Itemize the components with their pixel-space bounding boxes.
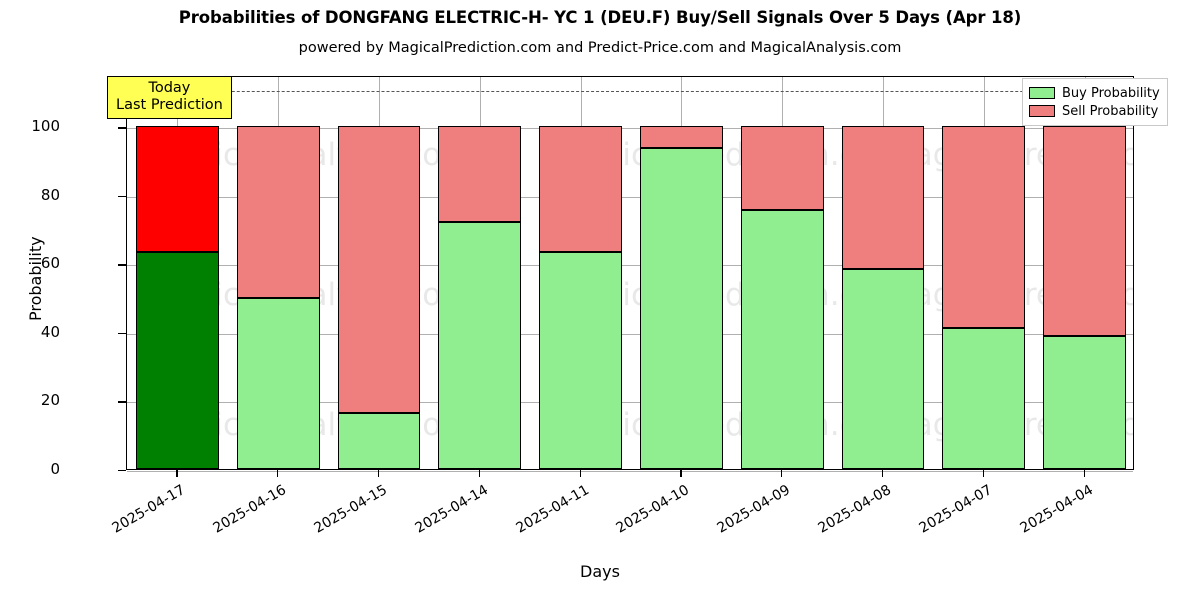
x-tick-label: 2025-04-17 xyxy=(109,482,189,537)
today-annotation-line2: Last Prediction xyxy=(116,97,223,113)
bar-group[interactable] xyxy=(438,75,522,469)
y-tick-mark xyxy=(118,332,126,335)
bar-segment-buy[interactable] xyxy=(438,221,522,469)
gridline-horizontal xyxy=(127,402,1133,404)
bar-segment-buy[interactable] xyxy=(1043,336,1126,469)
bar-segment-sell[interactable] xyxy=(942,126,1026,328)
gridline-horizontal xyxy=(127,128,1133,130)
bar-segment-buy[interactable] xyxy=(942,327,1026,469)
x-tick-mark xyxy=(1083,470,1085,477)
bar-group[interactable] xyxy=(841,75,925,469)
y-tick-mark xyxy=(118,470,126,472)
y-tick-label: 80 xyxy=(40,185,60,204)
bar-segment-buy[interactable] xyxy=(539,252,622,469)
x-tick-label: 2025-04-04 xyxy=(1017,482,1096,537)
chart-legend: Buy Probability Sell Probability xyxy=(1022,78,1168,126)
bar-segment-sell[interactable] xyxy=(438,126,522,222)
x-tick-mark xyxy=(579,470,581,477)
bar-series-container xyxy=(127,77,1133,469)
x-tick-label: 2025-04-07 xyxy=(916,482,995,537)
y-tick-label: 100 xyxy=(31,117,60,136)
x-tick-mark xyxy=(478,470,481,477)
y-tick-mark xyxy=(118,264,126,266)
bar-group[interactable] xyxy=(942,75,1026,469)
bar-segment-sell[interactable] xyxy=(740,126,824,211)
bar-group[interactable] xyxy=(640,75,723,469)
bar-segment-sell[interactable] xyxy=(539,126,622,253)
x-tick-label: 2025-04-14 xyxy=(412,482,491,537)
gridline-horizontal xyxy=(127,471,1133,472)
gridline-horizontal xyxy=(127,333,1133,335)
bar-segment-sell[interactable] xyxy=(236,126,320,298)
x-tick-label: 2025-04-10 xyxy=(613,482,693,537)
x-tick-mark xyxy=(378,470,380,477)
bar-segment-sell[interactable] xyxy=(1043,126,1126,337)
bar-segment-sell[interactable] xyxy=(841,126,925,269)
legend-label-buy: Buy Probability xyxy=(1062,85,1160,101)
bar-group[interactable] xyxy=(740,75,824,469)
gridline-horizontal xyxy=(127,196,1133,198)
bar-segment-buy[interactable] xyxy=(740,210,824,469)
legend-swatch-buy xyxy=(1029,87,1055,99)
today-annotation-line1: Today xyxy=(148,80,191,96)
x-tick-mark xyxy=(882,470,884,477)
legend-label-sell: Sell Probability xyxy=(1062,103,1159,119)
bar-group[interactable] xyxy=(539,75,622,469)
plot-area: MagicalAnalysis.comMagicalPrediction.com… xyxy=(126,76,1134,472)
x-tick-label: 2025-04-15 xyxy=(311,482,390,537)
y-tick-label: 40 xyxy=(40,322,60,341)
bar-segment-buy[interactable] xyxy=(136,252,219,469)
bar-segment-sell[interactable] xyxy=(136,126,219,253)
x-tick-mark xyxy=(680,470,682,477)
x-tick-mark xyxy=(277,470,279,477)
y-tick-mark xyxy=(118,195,126,198)
today-annotation: Today Last Prediction xyxy=(107,76,232,119)
legend-swatch-sell xyxy=(1029,105,1055,117)
legend-item-sell: Sell Probability xyxy=(1029,102,1160,120)
bar-segment-sell[interactable] xyxy=(640,126,723,148)
x-tick-mark xyxy=(176,470,178,477)
x-axis-label: Days xyxy=(580,562,620,581)
x-tick-label: 2025-04-16 xyxy=(210,482,290,537)
bar-segment-buy[interactable] xyxy=(337,412,421,469)
bar-segment-buy[interactable] xyxy=(841,268,925,469)
bar-group[interactable] xyxy=(136,75,219,469)
y-tick-mark xyxy=(118,401,126,403)
bar-group[interactable] xyxy=(236,75,320,469)
bar-segment-buy[interactable] xyxy=(236,297,320,469)
threshold-dashed-line xyxy=(127,90,1133,92)
chart-subtitle: powered by MagicalPrediction.com and Pre… xyxy=(298,40,902,56)
x-tick-label: 2025-04-09 xyxy=(714,482,794,537)
x-tick-mark xyxy=(781,470,783,477)
y-tick-label: 0 xyxy=(50,460,60,478)
bar-segment-buy[interactable] xyxy=(640,147,723,469)
y-tick-label: 20 xyxy=(40,391,60,410)
legend-item-buy: Buy Probability xyxy=(1029,84,1160,102)
x-tick-label: 2025-04-11 xyxy=(513,482,592,537)
chart-title: Probabilities of DONGFANG ELECTRIC-H- YC… xyxy=(178,8,1022,27)
bar-group[interactable] xyxy=(337,75,421,469)
y-tick-label: 60 xyxy=(40,254,60,273)
y-axis-label: Probability xyxy=(26,236,45,321)
bar-group[interactable] xyxy=(1043,75,1126,469)
y-tick-mark xyxy=(118,127,126,129)
x-tick-mark xyxy=(982,470,985,477)
gridline-horizontal xyxy=(127,265,1133,267)
x-tick-label: 2025-04-08 xyxy=(815,482,894,537)
bar-segment-sell[interactable] xyxy=(337,126,421,413)
